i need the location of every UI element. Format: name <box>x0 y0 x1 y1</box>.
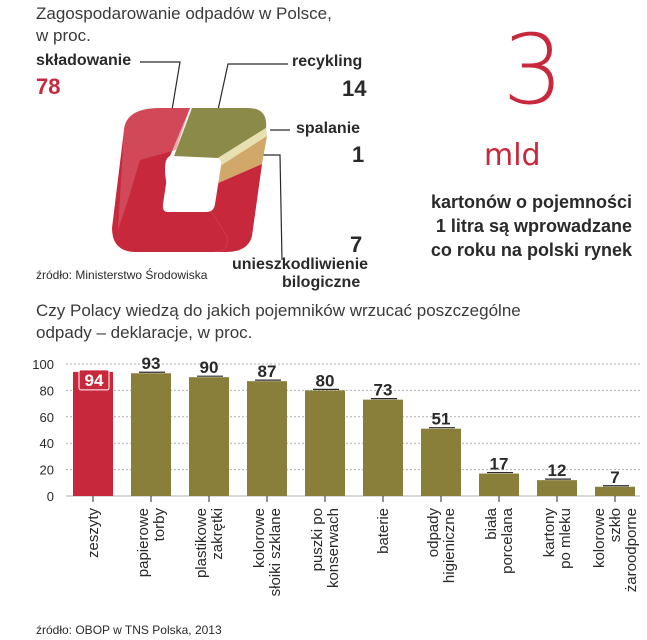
category-text-5-0: baterie <box>375 508 392 554</box>
category-text-7-0: biała <box>483 507 500 539</box>
bar-8 <box>537 480 577 496</box>
donut-shape <box>112 108 267 252</box>
fact-line1: kartonów o pojemności <box>430 192 632 212</box>
category-text-9-2: żaroodporne <box>623 508 640 592</box>
bar-5 <box>363 399 403 496</box>
bar-source: źródło: OBOP w TNS Polska, 2013 <box>36 623 222 637</box>
category-text-1-0: papierowe <box>135 508 152 577</box>
category-text-9-1: szkło <box>607 508 624 542</box>
slice-spalanie <box>218 128 267 166</box>
category-label-7: biała porcelana <box>483 507 516 574</box>
category-text-7-1: porcelana <box>499 507 516 574</box>
fact-line2: 1 litra są wprowadzane <box>435 216 632 236</box>
bar-chart: 0 20 40 60 80 100 94 zeszyty 93 papierowe torby 90 p… <box>32 354 640 596</box>
bar-2 <box>189 377 229 496</box>
donut-hole <box>162 158 222 212</box>
value-label-7: 17 <box>490 455 509 474</box>
category-label-6: odpady higieniczne <box>425 508 458 584</box>
category-text-6-1: higieniczne <box>441 508 458 583</box>
bar-title-line2: odpady – deklaracje, w proc. <box>36 323 253 342</box>
bar-1 <box>131 373 171 496</box>
category-text-0-0: zeszyty <box>85 508 102 559</box>
category-label-4: puszki po konserwach <box>309 508 342 588</box>
bar-title-line1: Czy Polacy wiedzą do jakich pojemników w… <box>36 301 521 320</box>
slice-biologiczne <box>216 136 267 184</box>
value-label-2: 90 <box>200 358 219 377</box>
category-text-2-1: zakrętki <box>209 508 226 560</box>
category-label-3: kolorowe słoiki szklane <box>251 508 284 596</box>
pie-title-line1: Zagospodarowanie odpadów w Polsce, <box>36 4 332 23</box>
label-skladowanie: składowanie <box>36 52 132 69</box>
category-label-9: kolorowe szkło żaroodporne <box>591 508 640 592</box>
leader-biologiczne <box>262 154 283 261</box>
label-biologiczne-line1: unieszkodliwienie <box>232 256 369 273</box>
bar-9 <box>595 486 635 496</box>
category-text-9-0: kolorowe <box>591 508 608 568</box>
category-label-2: plastikowe zakrętki <box>193 508 226 578</box>
category-text-4-1: konserwach <box>325 508 342 588</box>
pie-source: źródło: Ministerstwo Środowiska <box>36 268 208 282</box>
value-label-3: 87 <box>258 362 277 381</box>
fact-big-number: 3 <box>502 14 564 126</box>
y-tick-100: 100 <box>32 357 54 372</box>
label-recykling: recykling <box>292 53 363 70</box>
category-text-4-0: puszki po <box>309 508 326 571</box>
value-spalanie: 1 <box>352 142 365 167</box>
y-tick-0: 0 <box>47 489 54 504</box>
label-biologiczne-line2: bilogiczne <box>282 274 361 291</box>
category-text-3-1: słoiki szklane <box>267 508 284 596</box>
category-text-8-1: po mleku <box>557 508 574 569</box>
waste-donut-graphic <box>112 61 290 261</box>
fact-line3: co roku na polski rynek <box>430 240 632 260</box>
category-label-0: zeszyty <box>85 508 102 559</box>
bar-4 <box>305 390 345 496</box>
category-text-1-1: torby <box>151 508 168 542</box>
category-label-5: baterie <box>375 508 392 554</box>
slice-recykling <box>174 108 267 158</box>
category-text-3-0: kolorowe <box>251 508 268 568</box>
value-biologiczne: 7 <box>350 232 363 257</box>
category-label-1: papierowe torby <box>135 508 168 578</box>
value-label-5: 73 <box>374 381 393 400</box>
category-label-8: kartony po mleku <box>541 508 574 569</box>
pie-title-line2: w proc. <box>36 26 91 45</box>
bar-7 <box>479 473 519 496</box>
value-label-1: 93 <box>142 354 161 373</box>
category-text-2-0: plastikowe <box>193 508 210 578</box>
bar-3 <box>247 381 287 496</box>
y-tick-20: 20 <box>40 463 54 478</box>
value-recykling: 14 <box>342 76 367 101</box>
value-badge-0 <box>78 369 110 391</box>
slice-skladowanie-lower <box>208 164 262 252</box>
y-tick-60: 60 <box>40 410 54 425</box>
value-label-6: 51 <box>432 410 451 429</box>
y-tick-80: 80 <box>40 383 54 398</box>
bar-0 <box>73 371 113 496</box>
leader-skladowanie <box>140 61 181 111</box>
category-text-6-0: odpady <box>425 508 442 558</box>
value-label-9: 7 <box>610 468 619 487</box>
y-tick-40: 40 <box>40 436 54 451</box>
label-spalanie: spalanie <box>296 120 361 137</box>
bar-6 <box>421 428 461 496</box>
value-label-4: 80 <box>316 371 335 390</box>
category-text-8-0: kartony <box>541 508 558 558</box>
leader-recykling <box>217 63 288 111</box>
slice-skladowanie-shade <box>118 108 190 230</box>
value-skladowanie: 78 <box>36 74 61 99</box>
value-label-0: 94 <box>85 371 104 390</box>
fact-unit: mld <box>484 138 541 173</box>
value-label-8: 12 <box>548 461 567 480</box>
